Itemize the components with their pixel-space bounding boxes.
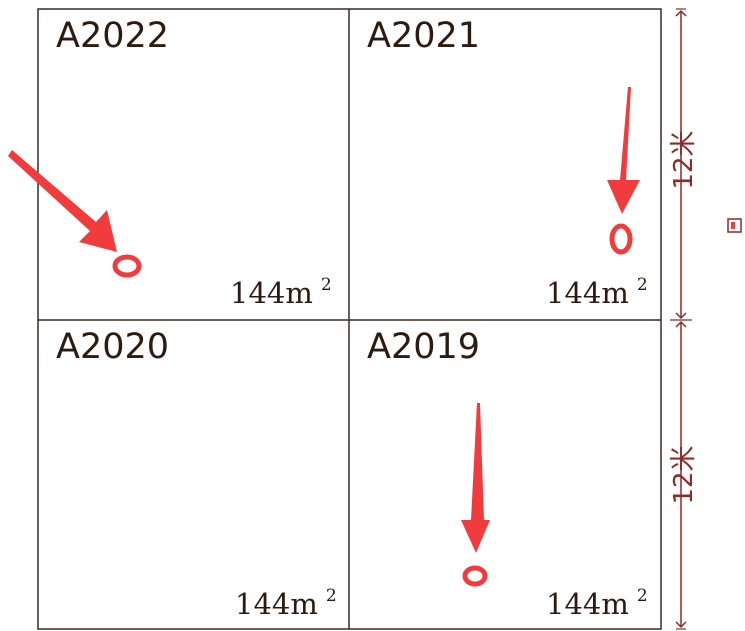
dimension-top: 12米 — [669, 8, 699, 321]
location-arrow-icon — [8, 150, 117, 252]
location-arrow-icon — [461, 403, 490, 553]
plot-area-label: 144m 2 — [546, 586, 648, 621]
location-ring-marker[interactable] — [112, 254, 142, 278]
plot-id-label: A2019 — [367, 327, 480, 367]
plot-a2019[interactable]: A2019 144m 2 — [367, 327, 648, 621]
dimension-label: 12米 — [669, 445, 699, 504]
location-ring-marker[interactable] — [609, 223, 633, 255]
plot-area-label: 144m 2 — [230, 275, 332, 310]
plot-a2020[interactable]: A2020 144m 2 — [56, 327, 337, 621]
dimension-bottom: 12米 — [669, 320, 699, 630]
side-handle-icon[interactable] — [727, 218, 742, 233]
plot-a2022[interactable]: A2022 144m 2 — [8, 16, 332, 310]
plot-area-label: 144m 2 — [546, 275, 648, 310]
plot-id-label: A2020 — [56, 327, 169, 367]
location-arrow-icon — [607, 87, 640, 214]
location-ring-marker[interactable] — [462, 565, 488, 587]
plot-id-label: A2021 — [367, 16, 480, 56]
dimension-label: 12米 — [669, 130, 699, 189]
plot-area-label: 144m 2 — [235, 586, 337, 621]
plot-a2021[interactable]: A2021 144m 2 — [367, 16, 648, 310]
plot-id-label: A2022 — [56, 16, 169, 56]
plot-grid — [37, 8, 662, 630]
